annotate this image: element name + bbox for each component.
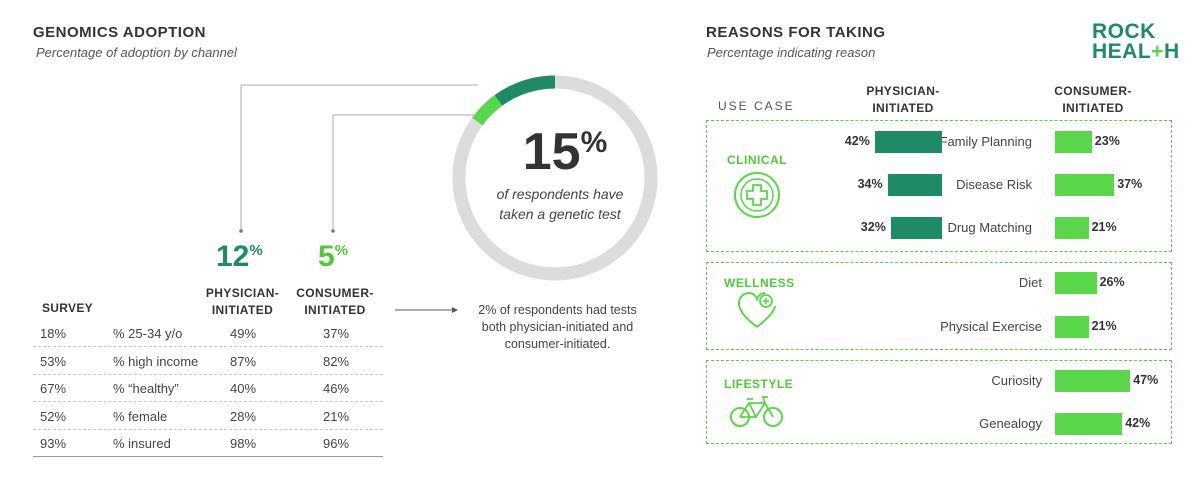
table-row: 53% % high income 87% 82%: [33, 348, 383, 375]
physician-adoption-value: 12%: [216, 240, 263, 273]
physician-value: 28%: [230, 408, 257, 424]
consumer-value: 21%: [323, 408, 350, 424]
physician-value-label: 32%: [860, 220, 886, 234]
lifestyle-box: [706, 360, 1172, 444]
consumer-bar: [1055, 413, 1123, 435]
reason-label: Drug Matching: [947, 220, 1032, 235]
consumer-bar: [1055, 272, 1097, 294]
consumer-value-label: 26%: [1099, 275, 1125, 289]
bicycle-icon: [730, 396, 783, 427]
left-title: GENOMICS ADOPTION: [33, 24, 206, 41]
reasons-consumer-header: CONSUMER- INITIATED: [1054, 84, 1132, 115]
consumer-value: 46%: [323, 381, 350, 396]
overlap-note: 2% of respondents had tests both physicia…: [478, 303, 637, 351]
survey-header: SURVEY: [42, 301, 93, 315]
row-label: % insured: [113, 436, 171, 451]
row-label: % female: [113, 408, 168, 424]
physician-value: 40%: [230, 381, 257, 396]
survey-value: 53%: [40, 353, 67, 369]
clinical-label: CLINICAL: [727, 153, 787, 167]
consumer-column-header: CONSUMER- INITIATED: [296, 286, 374, 317]
reason-label: Family Planning: [939, 134, 1033, 149]
table-row: 93% % insured 98% 96%: [33, 430, 383, 457]
consumer-value-label: 23%: [1094, 134, 1120, 148]
physician-value: 87%: [230, 353, 257, 369]
row-label: % “healthy”: [113, 381, 179, 396]
reason-label: Physical Exercise: [940, 319, 1042, 334]
row-label: % 25-34 y/o: [113, 326, 183, 341]
consumer-value-label: 42%: [1125, 416, 1151, 430]
consumer-bar: [1055, 370, 1131, 392]
consumer-bar: [1055, 131, 1092, 153]
consumer-bar: [1055, 316, 1089, 338]
physician-column-header: PHYSICIAN- INITIATED: [205, 286, 280, 317]
consumer-value-label: 21%: [1091, 319, 1117, 333]
donut-caption: of respondents have taken a genetic test: [496, 186, 624, 222]
use-case-header: USE CASE: [718, 99, 795, 113]
physician-bar: [890, 217, 942, 239]
consumer-value: 96%: [323, 436, 350, 451]
survey-value: 18%: [40, 326, 67, 341]
survey-value: 67%: [40, 381, 67, 396]
medical-cross-icon: [734, 172, 780, 218]
physician-value: 98%: [230, 436, 257, 451]
right-title: REASONS FOR TAKING: [706, 24, 886, 41]
left-subtitle: Percentage of adoption by channel: [36, 45, 237, 60]
physician-value-label: 42%: [844, 134, 870, 148]
table-row: 18% % 25-34 y/o 49% 37%: [33, 320, 383, 347]
survey-value: 93%: [40, 436, 67, 451]
donut-percentage: 15%: [522, 123, 608, 181]
lifestyle-label: LIFESTYLE: [724, 377, 794, 391]
physician-bar: [874, 131, 942, 153]
reason-label: Curiosity: [991, 373, 1042, 388]
consumer-bar: [1055, 217, 1089, 239]
rock-health-logo: ROCK HEAL+H: [1092, 20, 1180, 63]
reason-label: Disease Risk: [956, 177, 1032, 192]
consumer-adoption-value: 5%: [318, 240, 349, 273]
row-label: % high income: [113, 353, 199, 369]
consumer-value: 37%: [323, 326, 350, 341]
reason-label: Genealogy: [979, 416, 1042, 431]
physician-bar: [887, 174, 942, 196]
table-row: 52% % female 28% 21%: [33, 403, 383, 430]
heart-plus-icon: [737, 291, 776, 328]
wellness-box: [706, 262, 1172, 350]
consumer-value-label: 21%: [1091, 220, 1117, 234]
consumer-value: 82%: [323, 353, 350, 369]
consumer-value-label: 47%: [1133, 373, 1159, 387]
right-subtitle: Percentage indicating reason: [707, 45, 876, 60]
wellness-label: WELLNESS: [724, 276, 795, 290]
table-row: 67% % “healthy” 40% 46%: [33, 375, 383, 402]
reasons-physician-header: PHYSICIAN- INITIATED: [866, 84, 940, 115]
physician-value: 49%: [230, 326, 257, 341]
consumer-value-label: 37%: [1117, 177, 1143, 191]
reason-label: Diet: [1018, 275, 1042, 290]
consumer-bar: [1055, 174, 1115, 196]
survey-value: 52%: [40, 408, 67, 424]
physician-value-label: 34%: [857, 177, 883, 191]
adoption-donut: [452, 75, 658, 281]
clinical-box: [706, 120, 1172, 252]
